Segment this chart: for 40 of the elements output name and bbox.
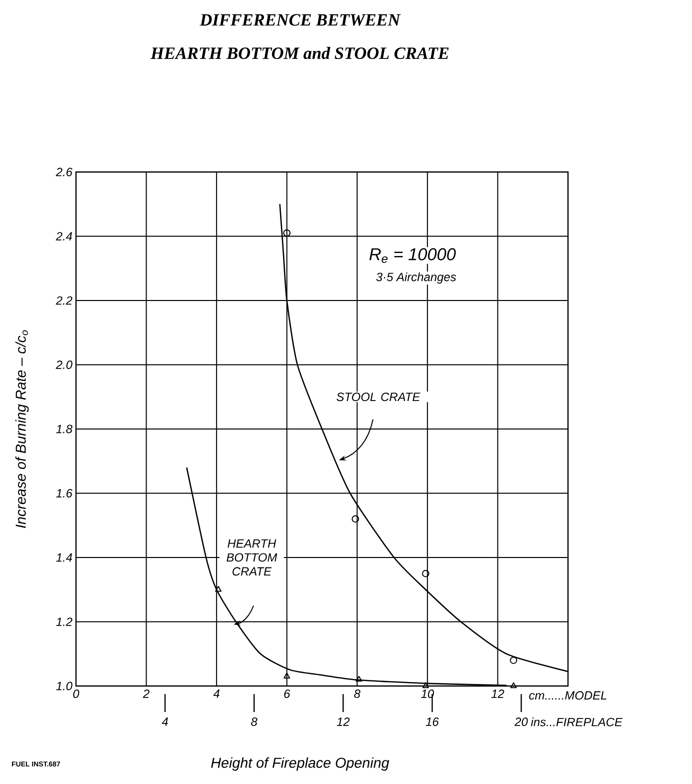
x-tick-label: 4 (213, 690, 220, 698)
y-tick-label: 2.2 (56, 296, 72, 305)
text: cm......MODEL (529, 691, 606, 700)
x2-tick-label: 16 (426, 718, 439, 726)
annotation: R$_{e}$ = 10000 (369, 248, 456, 263)
point (422, 570, 430, 578)
x2-tick-label: 12 (336, 718, 350, 726)
series-label: HEARTH BOTTOM CRATE (226, 539, 278, 576)
x-axis-title: Height of Fireplace Opening (211, 757, 390, 771)
y-tick-label: 1.2 (56, 618, 72, 626)
y-tick-label: 2.0 (56, 360, 72, 369)
point (215, 586, 222, 592)
chart-subtitle: HEARTH BOTTOM and STOOL CRATE (150, 46, 449, 60)
x-tick-label: 12 (491, 690, 504, 698)
point (284, 672, 290, 678)
x-tick-label: 8 (354, 690, 360, 698)
x2-tick-label: 20 (514, 718, 528, 726)
y-tick-label: 1.4 (56, 553, 72, 562)
point (510, 682, 517, 688)
y-axis-title: Increase of Burning Rate – c/c$_{o}$ (15, 330, 29, 528)
x-tick-label: 10 (421, 690, 434, 698)
x-tick-label: 2 (142, 690, 150, 698)
point (356, 676, 362, 682)
x-tick-label: 6 (284, 690, 290, 698)
point (283, 229, 291, 237)
text: STOOL CRATE (336, 392, 420, 402)
point (352, 515, 360, 523)
y-tick-label: 2.6 (56, 168, 72, 176)
x2-tick-label: 8 (251, 718, 258, 726)
x2-axis-title: ins...FIREPLACE (530, 718, 623, 726)
y-tick-label: 1.0 (56, 682, 72, 690)
y-tick-label: 1.6 (56, 489, 72, 498)
point (422, 682, 429, 688)
y-tick-label: 2.4 (56, 232, 72, 240)
x2-tick-label: 4 (162, 718, 168, 726)
y-tick-label: 1.8 (56, 424, 72, 434)
annotation: 3·5 Airchanges (376, 272, 456, 284)
chart-title: DIFFERENCE BETWEEN (200, 14, 401, 26)
point (510, 656, 518, 664)
x-tick-label: 0 (73, 690, 80, 698)
